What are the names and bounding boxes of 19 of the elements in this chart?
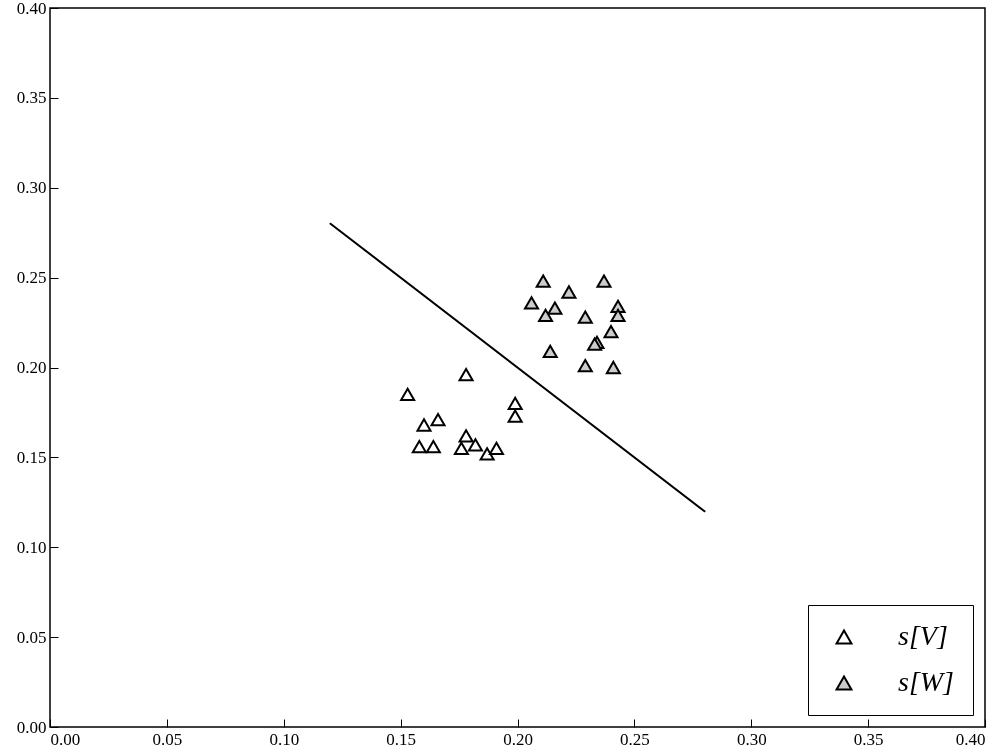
y-tick-label: 0.10 [16, 537, 47, 557]
x-tick-label: 0.05 [152, 729, 183, 749]
y-tick-label: 0.40 [16, 0, 47, 18]
x-tick-label: 0.15 [386, 729, 416, 749]
legend-label: s[V] [898, 620, 948, 651]
y-tick-label: 0.05 [16, 627, 47, 647]
legend-label: s[W] [898, 666, 955, 697]
x-tick-label: 0.35 [853, 729, 884, 749]
x-tick-label: 0.00 [50, 729, 81, 749]
y-tick-label: 0.30 [16, 178, 47, 198]
y-tick-label: 0.20 [16, 358, 47, 377]
x-tick-label: 0.30 [736, 729, 767, 749]
x-tick-label: 0.25 [620, 729, 650, 749]
x-tick-label: 0.20 [503, 729, 533, 749]
y-tick-label: 0.35 [16, 88, 47, 108]
y-tick-label: 0.15 [16, 447, 47, 467]
x-tick-label: 0.10 [269, 729, 300, 749]
x-tick-label: 0.40 [955, 729, 986, 749]
y-tick-label: 0.25 [16, 268, 47, 288]
